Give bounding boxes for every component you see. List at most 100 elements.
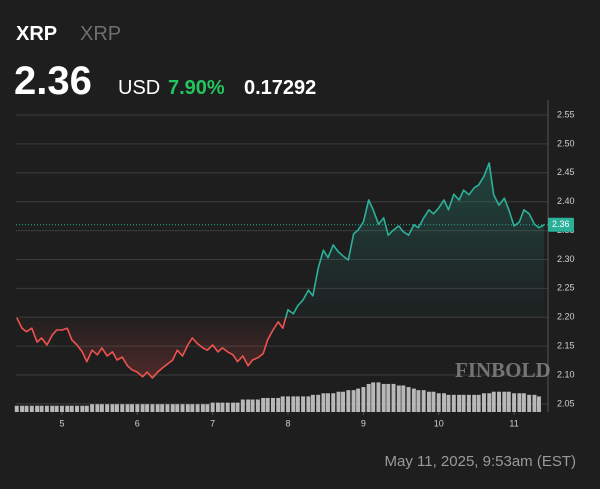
change: 0.17292	[244, 77, 316, 99]
volume-bar	[270, 397, 275, 412]
volume-bar	[65, 405, 70, 412]
volume-bar	[346, 390, 351, 412]
volume-bar	[325, 393, 330, 412]
volume-bar	[54, 405, 59, 412]
price-line	[16, 162, 545, 379]
volume-bar	[180, 404, 185, 412]
volume-bar	[75, 405, 80, 412]
volume-bar	[14, 405, 19, 412]
y-tick-label: 2.55	[557, 109, 575, 119]
y-tick-label: 2.40	[557, 196, 575, 206]
volume-bar	[69, 405, 74, 412]
volume-bar	[356, 388, 361, 412]
volume-bar	[59, 405, 64, 412]
y-tick-label: 2.20	[557, 312, 575, 322]
volume-bar	[20, 405, 25, 412]
volume-bar	[140, 404, 145, 412]
volume-bar	[155, 404, 160, 412]
volume-bar	[165, 404, 170, 412]
volume-bar	[114, 404, 119, 412]
currency: USD	[118, 77, 160, 99]
volume-bar	[195, 404, 200, 412]
volume-bar	[145, 404, 150, 412]
volume-bar	[265, 397, 270, 412]
price-area	[16, 163, 545, 378]
volume-bar	[35, 405, 40, 412]
volume-bar	[461, 394, 466, 412]
timestamp: May 11, 2025, 9:53am (EST)	[385, 453, 576, 470]
volume-bar	[225, 402, 230, 412]
y-tick-label: 2.05	[557, 398, 575, 408]
volume-bar	[306, 396, 311, 412]
volume-bar	[411, 388, 416, 412]
volume-bar	[361, 387, 366, 412]
volume-bar	[240, 399, 245, 412]
change-percent: 7.90%	[168, 77, 225, 99]
x-tick-label: 11	[509, 418, 518, 428]
volume-bar	[231, 402, 235, 412]
volume-bar	[50, 405, 55, 412]
volume-bar	[316, 394, 321, 412]
volume-bar	[190, 404, 195, 412]
volume-bar	[502, 391, 507, 412]
volume-bar	[29, 405, 34, 412]
volume-bar	[376, 382, 381, 412]
volume-bar	[416, 390, 421, 412]
volume-bar	[215, 402, 220, 412]
volume-bar	[336, 391, 341, 412]
volume-bar	[366, 383, 371, 412]
volume-bar	[476, 394, 481, 412]
symbol: XRP	[16, 23, 57, 45]
y-tick-label: 2.10	[557, 369, 575, 379]
x-tick-label: 5	[59, 418, 64, 428]
volume-bar	[246, 399, 251, 412]
volume-bar	[431, 391, 436, 412]
volume-bar	[125, 404, 130, 412]
y-tick-label: 2.45	[557, 167, 575, 177]
volume-bar	[517, 393, 522, 412]
volume-bar	[220, 402, 225, 412]
volume-bar	[351, 390, 356, 412]
volume-bar	[521, 393, 526, 412]
volume-bar	[84, 405, 89, 412]
y-tick-label: 2.30	[557, 254, 575, 264]
volume-bar	[331, 393, 336, 412]
volume-bar	[135, 404, 140, 412]
volume-bar	[457, 394, 462, 412]
volume-bar	[255, 399, 260, 412]
volume-bar	[426, 391, 431, 412]
volume-bar	[386, 383, 391, 412]
volume-bar	[421, 390, 426, 412]
volume-bar	[295, 396, 300, 412]
current-price-tag	[548, 217, 574, 232]
volume-bar	[280, 396, 285, 412]
volume-bar	[371, 382, 376, 412]
y-tick-label: 2.25	[557, 283, 575, 293]
volume-bar	[105, 404, 110, 412]
volume-bar	[396, 385, 401, 412]
volume-bar	[175, 404, 180, 412]
volume-bar	[472, 394, 477, 412]
volume-bar	[536, 396, 541, 412]
x-tick-label: 8	[286, 418, 291, 428]
volume-bar	[235, 402, 240, 412]
volume-bar	[44, 405, 49, 412]
volume-bar	[512, 393, 517, 412]
volume-bar	[261, 397, 266, 412]
y-tick-label: 2.50	[557, 138, 575, 148]
price: 2.36	[14, 59, 92, 103]
volume-bar	[481, 393, 486, 412]
volume-bar	[99, 404, 104, 412]
volume-bar	[532, 394, 537, 412]
y-tick-label: 2.15	[557, 341, 575, 351]
volume-bar	[250, 399, 255, 412]
volume-bar	[80, 405, 85, 412]
current-price-label: 2.36	[552, 219, 570, 229]
volume-bar	[150, 404, 155, 412]
volume-bar	[276, 397, 281, 412]
volume-bar	[301, 396, 306, 412]
volume-bar	[210, 402, 215, 412]
volume-bar	[291, 396, 296, 412]
volume-bar	[341, 391, 346, 412]
